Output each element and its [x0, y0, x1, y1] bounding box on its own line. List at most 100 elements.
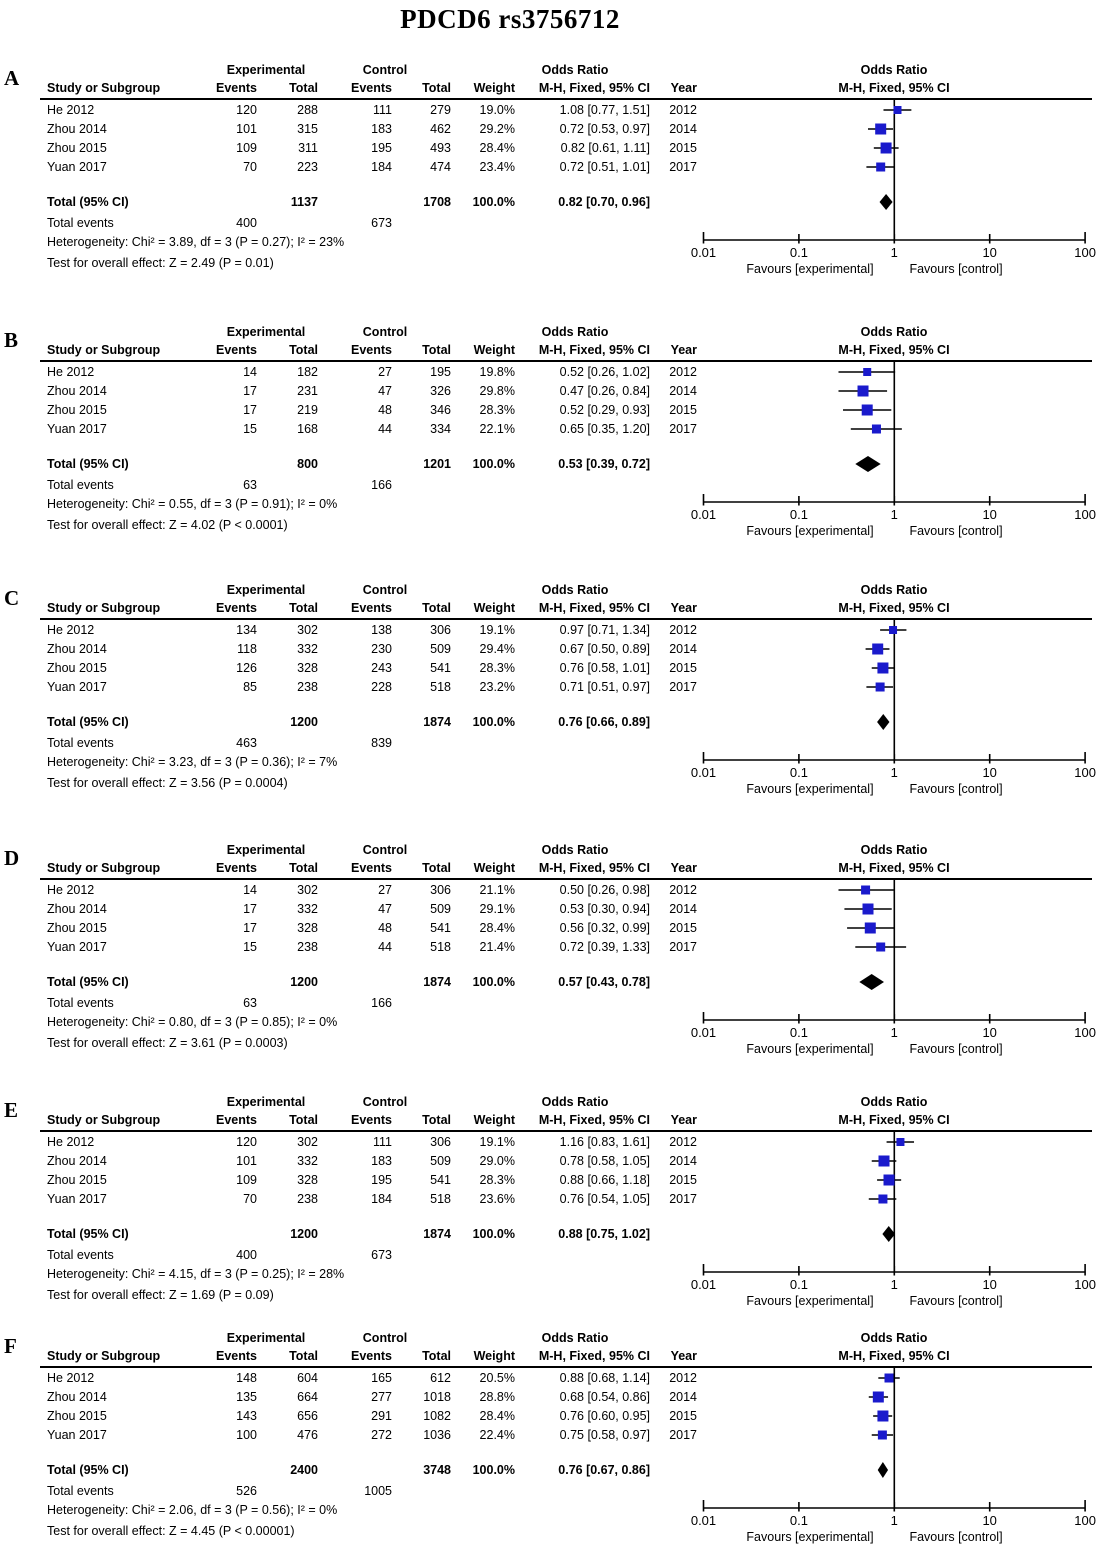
x-tick-label: 0.1 — [790, 1025, 808, 1040]
x-tick-label: 0.01 — [691, 1513, 716, 1528]
exp-events: 17 — [243, 920, 257, 935]
exp-events: 17 — [243, 402, 257, 417]
exp-events: 17 — [243, 901, 257, 916]
or-point-marker — [876, 162, 886, 172]
ctl-events: 111 — [372, 102, 392, 117]
panel-label: D — [4, 846, 20, 870]
forest-panel-A: A Experimental Control Odds Ratio Odds Ratio… — [0, 60, 1100, 292]
study-name: He 2012 — [47, 882, 95, 897]
ctl-total: 541 — [430, 660, 451, 675]
col-header-year: Year — [670, 1349, 697, 1363]
plot-header-odds-ratio: Odds Ratio — [860, 843, 928, 857]
or-ci-text: 1.16 [0.83, 1.61] — [559, 1134, 650, 1149]
x-tick-label: 10 — [982, 507, 996, 522]
total-label: Total (95% CI) — [47, 974, 129, 989]
x-tick-label: 0.1 — [790, 765, 808, 780]
total-ctl-total: 3748 — [423, 1462, 451, 1477]
weight: 28.3% — [479, 660, 515, 675]
col-group-control: Control — [362, 583, 408, 597]
plot-header-method: M-H, Fixed, 95% CI — [838, 861, 950, 875]
or-ci-text: 0.75 [0.58, 0.97] — [559, 1427, 650, 1442]
exp-events: 15 — [243, 421, 257, 436]
summary-diamond — [879, 194, 893, 210]
total-or-ci-text: 0.88 [0.75, 1.02] — [558, 1226, 650, 1241]
exp-total: 328 — [297, 660, 318, 675]
col-header-ctl-total: Total — [422, 1113, 451, 1127]
year: 2012 — [669, 102, 697, 117]
ctl-total: 195 — [430, 364, 451, 379]
or-ci-text: 0.72 [0.53, 0.97] — [559, 121, 650, 136]
study-name: Zhou 2015 — [47, 660, 107, 675]
plot-header-method: M-H, Fixed, 95% CI — [838, 81, 950, 95]
forest-plot: 0.01 0.1 1 10 100 Favours [experimental] Favou… — [691, 1130, 1096, 1308]
or-point-marker — [877, 1430, 887, 1440]
ctl-events: 48 — [378, 920, 392, 935]
col-group-experimental: Experimental — [226, 63, 306, 77]
ctl-events: 228 — [371, 679, 392, 694]
col-header-exp-events: Events — [216, 1349, 257, 1363]
col-header-ctl-total: Total — [422, 1349, 451, 1363]
total-events-ctl: 1005 — [364, 1484, 392, 1498]
or-ci-text: 0.53 [0.30, 0.94] — [559, 901, 650, 916]
ctl-events: 48 — [378, 402, 392, 417]
heterogeneity-text: Heterogeneity: Chi² = 3.23, df = 3 (P = … — [47, 755, 338, 769]
col-group-control: Control — [362, 1331, 408, 1345]
ctl-total: 306 — [430, 622, 451, 637]
exp-events: 120 — [236, 102, 257, 117]
x-tick-label: 10 — [982, 1025, 996, 1040]
forest-panel-C: C Experimental Control Odds Ratio Odds Ratio… — [0, 580, 1100, 812]
or-ci-text: 0.76 [0.60, 0.95] — [559, 1408, 650, 1423]
col-group-experimental: Experimental — [226, 843, 306, 857]
header-rule — [40, 360, 1092, 362]
col-header-ctl-total: Total — [422, 601, 451, 615]
exp-total: 219 — [297, 402, 318, 417]
plot-header-method: M-H, Fixed, 95% CI — [838, 343, 950, 357]
ctl-events: 27 — [378, 882, 392, 897]
total-weight: 100.0% — [472, 714, 515, 729]
total-label: Total (95% CI) — [47, 1226, 129, 1241]
x-tick-label: 100 — [1074, 1025, 1096, 1040]
panel-label: F — [4, 1334, 17, 1358]
exp-events: 15 — [243, 939, 257, 954]
study-name: He 2012 — [47, 364, 95, 379]
year: 2015 — [669, 1408, 697, 1423]
or-point-marker — [872, 1391, 884, 1403]
or-point-marker — [884, 1373, 894, 1383]
x-tick-label: 10 — [982, 1277, 996, 1292]
study-name: He 2012 — [47, 102, 95, 117]
year: 2012 — [669, 622, 697, 637]
x-tick-label: 0.01 — [691, 1025, 716, 1040]
total-exp-total: 1137 — [290, 194, 318, 209]
col-header-exp-total: Total — [289, 1349, 318, 1363]
ctl-events: 165 — [371, 1370, 392, 1385]
total-events-ctl: 673 — [371, 216, 392, 230]
weight: 23.4% — [479, 159, 515, 174]
study-name: Zhou 2015 — [47, 402, 107, 417]
total-ctl-total: 1874 — [423, 974, 451, 989]
or-ci-text: 0.78 [0.58, 1.05] — [559, 1153, 650, 1168]
plot-header-method: M-H, Fixed, 95% CI — [838, 1113, 950, 1127]
or-ci-text: 0.65 [0.35, 1.20] — [559, 421, 650, 436]
ctl-total: 541 — [430, 920, 451, 935]
col-group-control: Control — [362, 325, 408, 339]
favours-left-label: Favours [experimental] — [746, 524, 873, 538]
year: 2015 — [669, 660, 697, 675]
weight: 28.4% — [479, 1408, 515, 1423]
year: 2015 — [669, 1172, 697, 1187]
exp-events: 118 — [237, 641, 257, 656]
or-point-marker — [893, 106, 902, 114]
weight: 29.2% — [479, 121, 515, 136]
x-tick-label: 0.1 — [790, 245, 808, 260]
study-name: Yuan 2017 — [47, 1427, 107, 1442]
header-rule — [40, 1130, 1092, 1132]
panel-label: C — [4, 586, 20, 610]
col-group-experimental: Experimental — [226, 325, 306, 339]
total-events-exp: 400 — [236, 1248, 257, 1262]
col-group-experimental: Experimental — [226, 1095, 306, 1109]
or-ci-text: 0.67 [0.50, 0.89] — [559, 641, 650, 656]
study-name: He 2012 — [47, 1134, 95, 1149]
heterogeneity-text: Heterogeneity: Chi² = 0.80, df = 3 (P = … — [47, 1015, 338, 1029]
x-tick-label: 1 — [891, 1513, 898, 1528]
exp-events: 100 — [236, 1427, 257, 1442]
